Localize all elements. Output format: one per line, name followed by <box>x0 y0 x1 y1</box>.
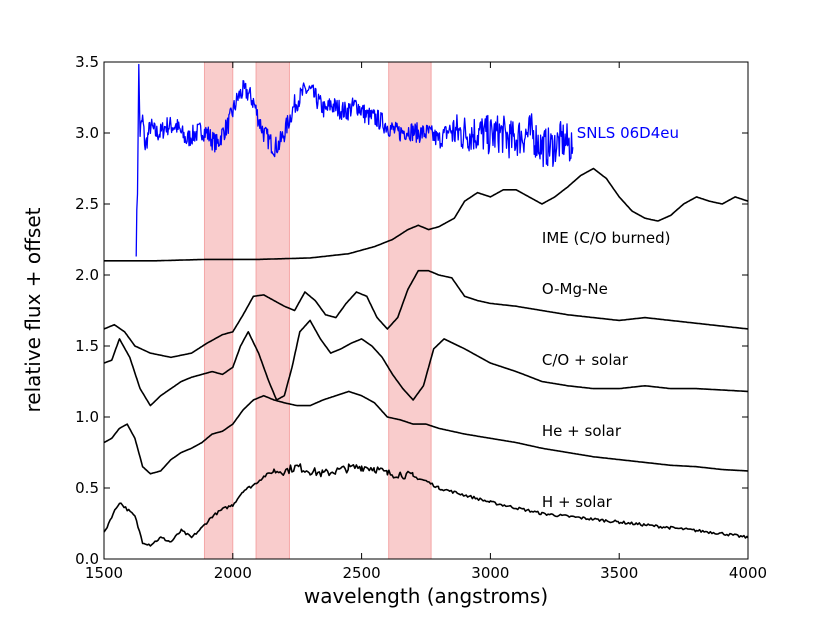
x-tick-label: 1500 <box>85 564 123 582</box>
y-tick-label: 2.0 <box>75 266 99 284</box>
axis-ticks: 1500 2000 2500 3000 3500 4000 0.0 0.5 1.0 1.5 2.0 2… <box>75 53 767 582</box>
series-line-6 <box>103 463 749 547</box>
shaded-band-3 <box>388 61 432 560</box>
y-axis-label: relative flux + offset <box>21 207 45 412</box>
x-tick-label: 4000 <box>729 564 767 582</box>
y-tick-label: 0.5 <box>75 479 99 497</box>
series-label-6: H + solar <box>542 493 613 511</box>
series-line-4 <box>103 319 748 407</box>
x-tick-label: 3000 <box>471 564 509 582</box>
y-tick-label: 0.0 <box>75 550 99 568</box>
x-tick-label: 3500 <box>600 564 638 582</box>
series-label-2: IME (C/O burned) <box>542 229 671 247</box>
series-label-1: SNLS 06D4eu <box>577 124 679 142</box>
y-tick-label: 2.5 <box>75 195 99 213</box>
plot-frame <box>103 61 749 560</box>
series-label-3: O-Mg-Ne <box>542 280 608 298</box>
x-axis-label: wavelength (angstroms) <box>304 584 548 608</box>
series-layer: SNLS 06D4eu IME (C/O burned) O-Mg-Ne C/O + … <box>103 63 749 547</box>
y-tick-label: 1.0 <box>75 408 99 426</box>
y-tick-label: 3.5 <box>75 53 99 71</box>
series-line-3 <box>103 269 749 359</box>
series-line-5 <box>103 390 749 475</box>
y-tick-label: 1.5 <box>75 337 99 355</box>
x-tick-label: 2000 <box>214 564 252 582</box>
x-tick-label: 2500 <box>343 564 381 582</box>
series-line-1 <box>135 63 574 257</box>
y-tick-label: 3.0 <box>75 124 99 142</box>
series-label-5: He + solar <box>542 422 622 440</box>
series-label-4: C/O + solar <box>542 351 629 369</box>
series-line-2 <box>104 167 749 262</box>
